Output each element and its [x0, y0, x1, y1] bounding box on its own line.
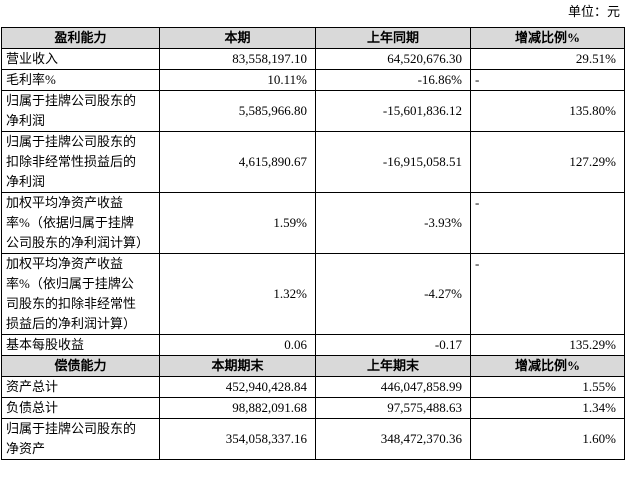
header-row: 盈利能力 本期 上年同期 增减比例%	[1, 27, 625, 49]
row-label: 营业收入	[1, 48, 160, 70]
data-row: 加权平均净资产收益率%（依归属于挂牌公司股东的扣除非经常性损益后的净利润计算） 1…	[1, 253, 625, 335]
value-cell: 0.06	[159, 334, 316, 356]
data-row: 归属于挂牌公司股东的扣除非经常性损益后的净利润 4,615,890.67 -16,9…	[1, 131, 625, 193]
row-label: 加权平均净资产收益率%（依据归属于挂牌公司股东的净利润计算）	[1, 192, 160, 254]
data-row: 基本每股收益 0.06 -0.17 135.29%	[1, 334, 625, 356]
value-cell: -15,601,836.12	[315, 90, 471, 132]
value-cell: -3.93%	[315, 192, 471, 254]
value-cell: 97,575,488.63	[315, 397, 471, 419]
value-cell: -	[470, 69, 625, 91]
value-cell: 452,940,428.84	[159, 376, 316, 398]
value-cell: 354,058,337.16	[159, 418, 316, 460]
data-row: 归属于挂牌公司股东的净利润 5,585,966.80 -15,601,836.12 1…	[1, 90, 625, 132]
value-cell: 1.32%	[159, 253, 316, 335]
data-row: 归属于挂牌公司股东的净资产 354,058,337.16 348,472,370.3…	[1, 418, 625, 460]
data-row: 毛利率% 10.11% -16.86% -	[1, 69, 625, 91]
value-cell: -4.27%	[315, 253, 471, 335]
value-cell: 135.29%	[470, 334, 625, 356]
header-cell: 上年同期	[315, 27, 471, 49]
value-cell: 83,558,197.10	[159, 48, 316, 70]
value-cell: 135.80%	[470, 90, 625, 132]
value-cell: 5,585,966.80	[159, 90, 316, 132]
header-row: 偿债能力 本期期末 上年期末 增减比例%	[1, 355, 625, 377]
value-cell: 1.59%	[159, 192, 316, 254]
value-cell: 4,615,890.67	[159, 131, 316, 193]
row-label: 加权平均净资产收益率%（依归属于挂牌公司股东的扣除非经常性损益后的净利润计算）	[1, 253, 160, 335]
value-cell: 348,472,370.36	[315, 418, 471, 460]
data-row: 加权平均净资产收益率%（依据归属于挂牌公司股东的净利润计算） 1.59% -3.93…	[1, 192, 625, 254]
header-cell: 偿债能力	[1, 355, 160, 377]
row-label: 毛利率%	[1, 69, 160, 91]
value-cell: -	[470, 253, 625, 335]
header-cell: 上年期末	[315, 355, 471, 377]
value-cell: 127.29%	[470, 131, 625, 193]
value-cell: 29.51%	[470, 48, 625, 70]
value-cell: 1.34%	[470, 397, 625, 419]
header-cell: 增减比例%	[470, 27, 625, 49]
header-cell: 增减比例%	[470, 355, 625, 377]
row-label: 归属于挂牌公司股东的净资产	[1, 418, 160, 460]
value-cell: -16.86%	[315, 69, 471, 91]
value-cell: -0.17	[315, 334, 471, 356]
header-cell: 盈利能力	[1, 27, 160, 49]
value-cell: 98,882,091.68	[159, 397, 316, 419]
unit-label: 单位：元	[567, 4, 620, 19]
value-cell: 10.11%	[159, 69, 316, 91]
value-cell: -	[470, 192, 625, 254]
value-cell: 64,520,676.30	[315, 48, 471, 70]
financial-table: 盈利能力 本期 上年同期 增减比例% 营业收入 83,558,197.10 64,520,6…	[1, 27, 625, 460]
header-cell: 本期期末	[159, 355, 316, 377]
value-cell: 446,047,858.99	[315, 376, 471, 398]
data-row: 资产总计 452,940,428.84 446,047,858.99 1.55%	[1, 376, 625, 398]
row-label: 资产总计	[1, 376, 160, 398]
row-label: 负债总计	[1, 397, 160, 419]
data-row: 负债总计 98,882,091.68 97,575,488.63 1.34%	[1, 397, 625, 419]
value-cell: -16,915,058.51	[315, 131, 471, 193]
row-label: 归属于挂牌公司股东的扣除非经常性损益后的净利润	[1, 131, 160, 193]
row-label: 基本每股收益	[1, 334, 160, 356]
value-cell: 1.60%	[470, 418, 625, 460]
header-cell: 本期	[159, 27, 316, 49]
row-label: 归属于挂牌公司股东的净利润	[1, 90, 160, 132]
value-cell: 1.55%	[470, 376, 625, 398]
data-row: 营业收入 83,558,197.10 64,520,676.30 29.51%	[1, 48, 625, 70]
